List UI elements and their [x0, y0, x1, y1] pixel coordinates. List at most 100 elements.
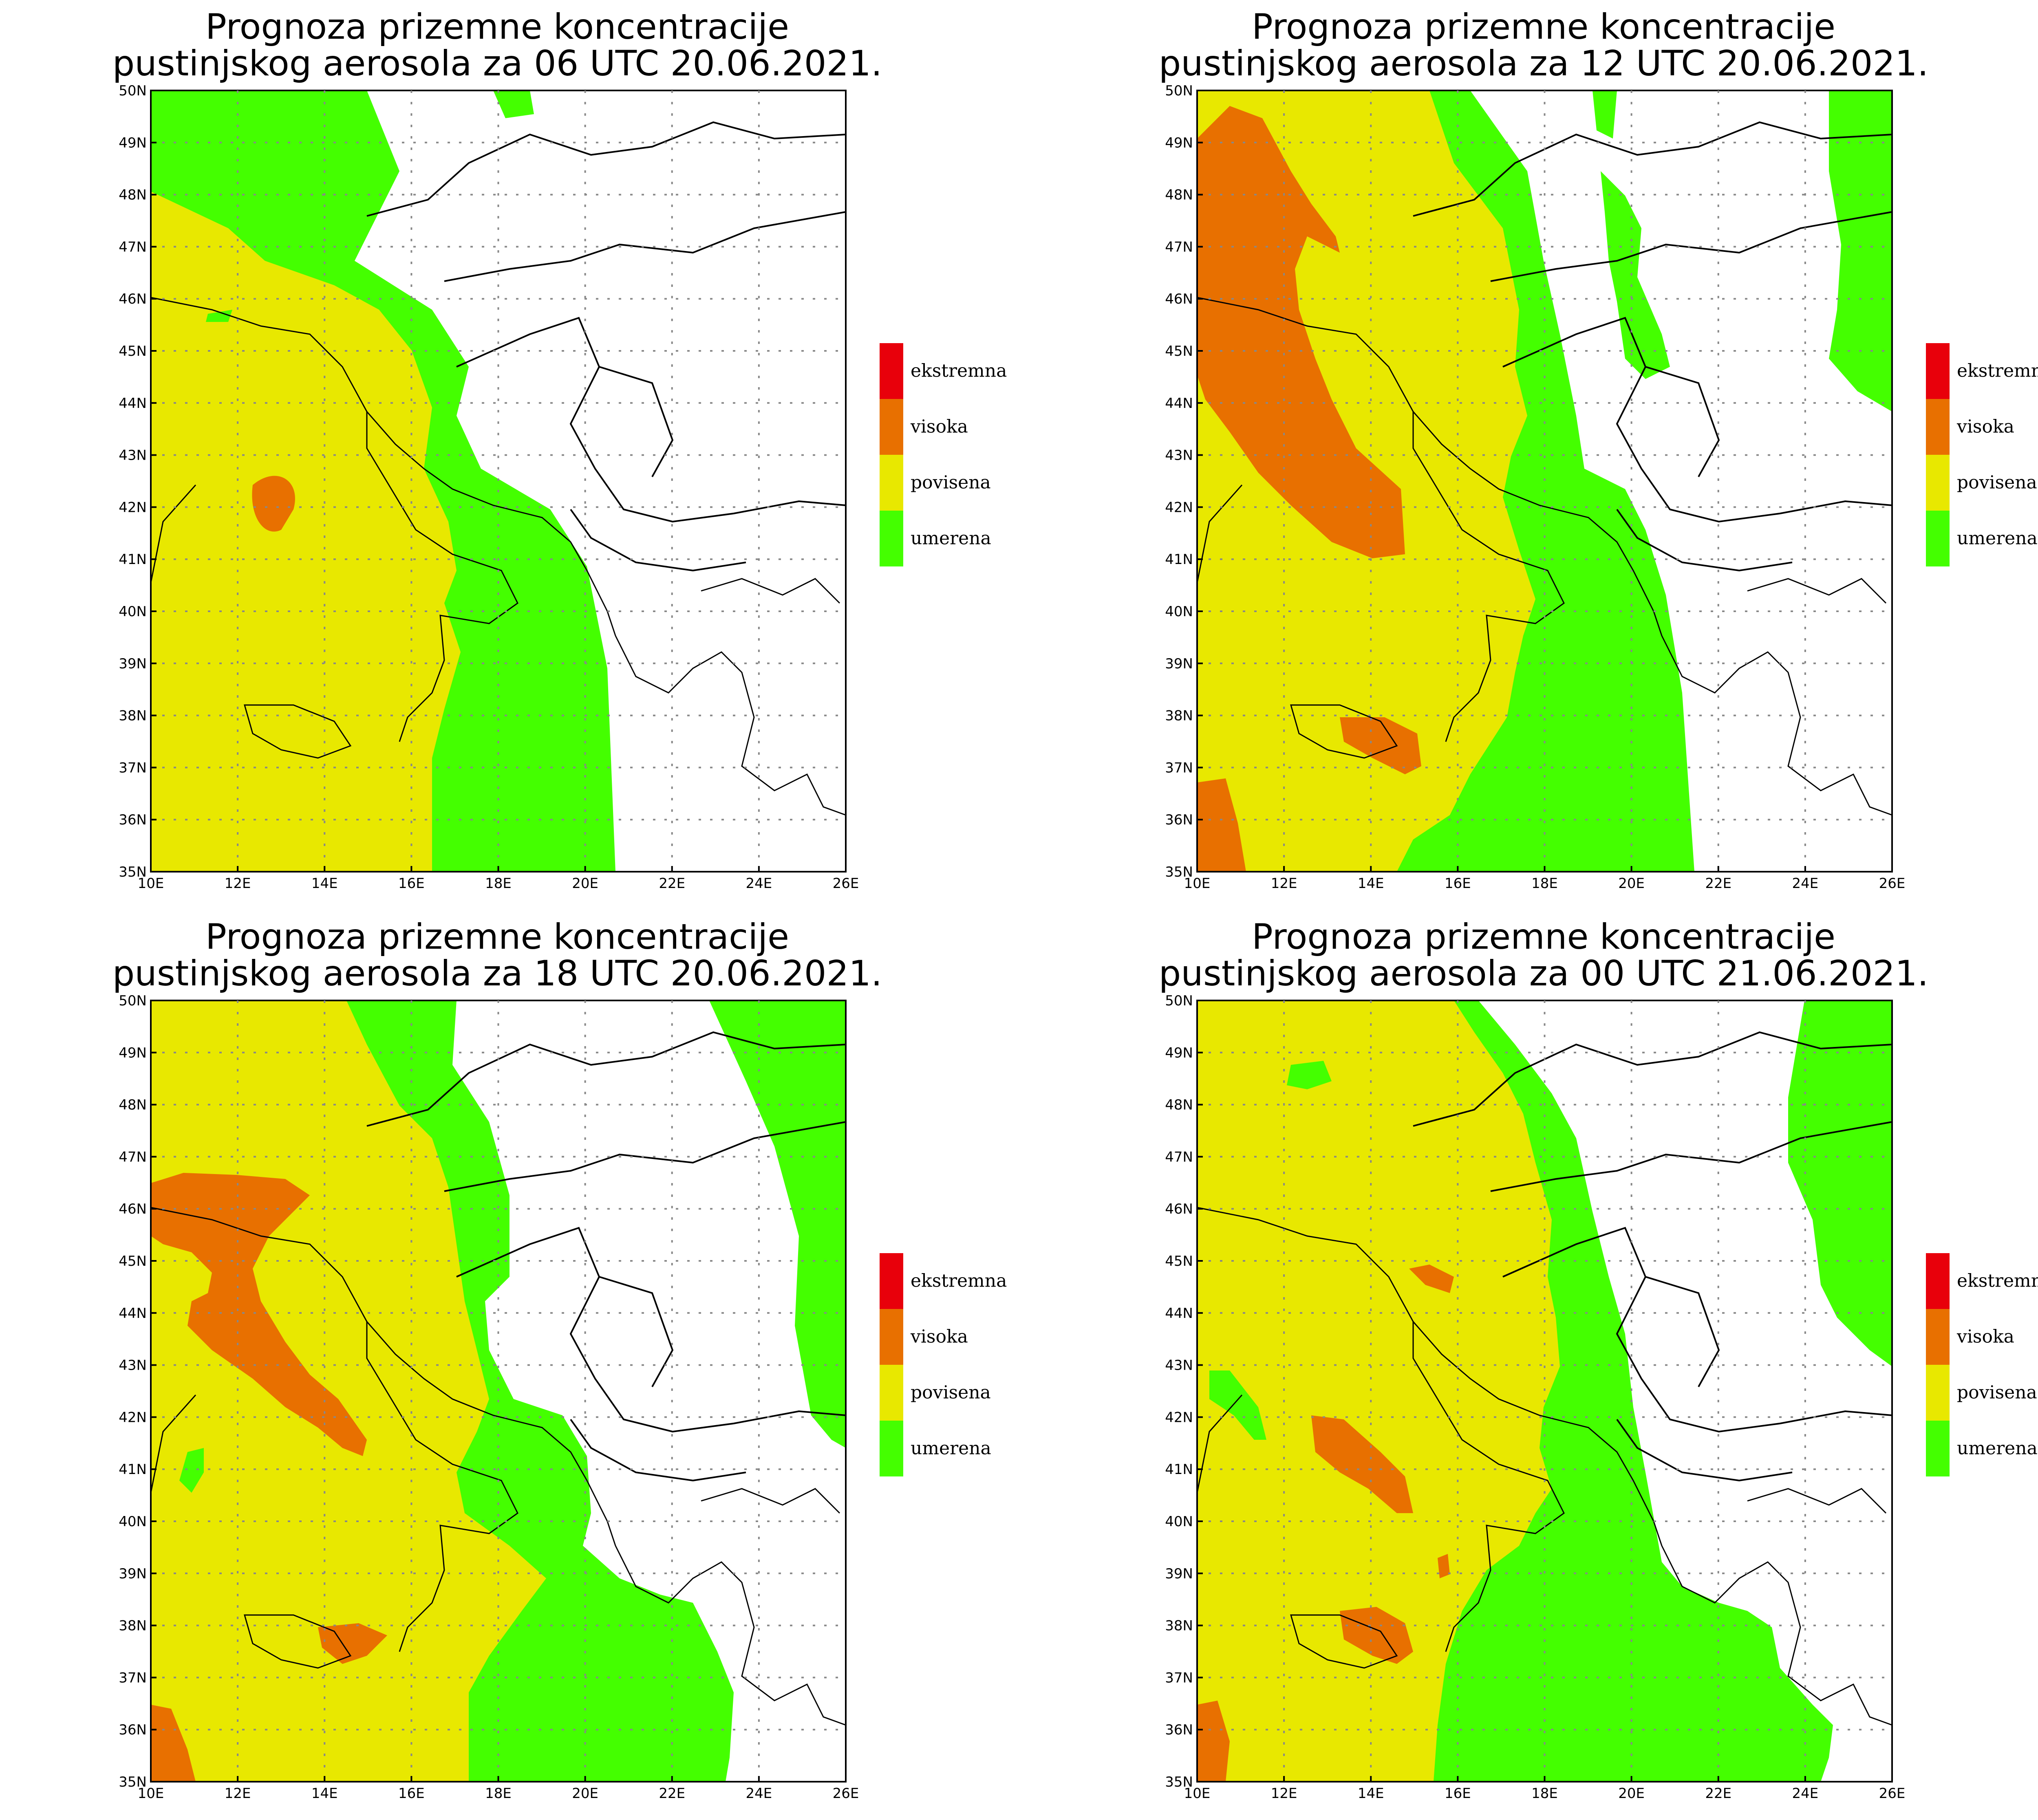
country-borders	[1196, 121, 1892, 816]
lat-tick-label: 42N	[119, 499, 147, 516]
panel-title-line2: pustinjskog aerosola za 00 UTC 21.06.202…	[1159, 953, 1929, 994]
forecast-map-panel-1: Prognoza prizemne koncentracije pustinjs…	[0, 0, 1046, 910]
legend-label-umerena: umerena	[911, 1438, 991, 1459]
lat-tick-label: 48N	[1165, 1097, 1193, 1113]
lon-tick-label: 12E	[1271, 1785, 1297, 1802]
concentration-legend: ekstremna visoka povisena umerena	[1926, 343, 2038, 566]
lon-tick-label: 20E	[1618, 875, 1645, 892]
country-borders	[1196, 1031, 1892, 1726]
legend-swatch-umerena	[880, 1421, 903, 1476]
lat-tick-label: 40N	[119, 604, 147, 620]
lon-tick-label: 14E	[311, 1785, 338, 1802]
lat-tick-label: 43N	[119, 447, 147, 464]
lat-tick-label: 42N	[119, 1409, 147, 1426]
lat-tick-label: 45N	[119, 343, 147, 359]
lon-tick-label: 14E	[1358, 875, 1384, 892]
lon-tick-label: 10E	[1184, 875, 1211, 892]
graticule	[151, 90, 846, 872]
lat-tick-label: 46N	[1165, 1201, 1193, 1217]
legend-label-visoka: visoka	[910, 1326, 968, 1347]
lon-tick-label: 24E	[1792, 875, 1819, 892]
lat-tick-label: 36N	[119, 1722, 147, 1738]
lon-tick-label: 20E	[1618, 1785, 1645, 1802]
lon-tick-label: 18E	[485, 1785, 512, 1802]
lon-tick-label: 24E	[1792, 1785, 1819, 1802]
legend-label-ekstremna: ekstremna	[1957, 1271, 2038, 1291]
lon-tick-label: 24E	[746, 1785, 772, 1802]
lon-tick-label: 12E	[225, 875, 251, 892]
legend-label-povisena: povisena	[911, 472, 991, 493]
lon-tick-label: 16E	[1445, 1785, 1471, 1802]
panel-title-line1: Prognoza prizemne koncentracije	[205, 7, 789, 47]
lon-tick-label: 22E	[659, 1785, 685, 1802]
lat-tick-label: 42N	[1165, 1409, 1193, 1426]
lat-tick-label: 37N	[1165, 1670, 1193, 1686]
panel-title-line1: Prognoza prizemne koncentracije	[1252, 7, 1835, 47]
forecast-map-panel-3: Prognoza prizemne koncentracije pustinjs…	[0, 910, 1046, 1820]
legend-swatch-povisena	[1926, 1365, 1950, 1421]
legend-label-umerena: umerena	[1957, 1438, 2038, 1459]
lat-tick-label: 35N	[1165, 864, 1193, 880]
legend-swatch-povisena	[880, 1365, 903, 1421]
forecast-map-panel-2: Prognoza prizemne koncentracije pustinjs…	[1046, 0, 2038, 910]
graticule	[1197, 90, 1892, 872]
legend-label-ekstremna: ekstremna	[911, 361, 1007, 381]
lat-tick-label: 36N	[1165, 812, 1193, 828]
legend-label-visoka: visoka	[1956, 1326, 2014, 1347]
lat-tick-label: 48N	[119, 1097, 147, 1113]
lon-tick-label: 10E	[138, 1785, 164, 1802]
legend-label-povisena: povisena	[1957, 472, 2037, 493]
lat-tick-label: 39N	[119, 1566, 147, 1582]
legend-swatch-ekstremna	[1926, 1253, 1950, 1309]
lon-tick-label: 26E	[1879, 875, 1906, 892]
lon-tick-label: 18E	[1531, 1785, 1558, 1802]
lat-tick-label: 40N	[119, 1514, 147, 1530]
lat-tick-label: 42N	[1165, 499, 1193, 516]
lat-tick-label: 43N	[1165, 447, 1193, 464]
lat-tick-label: 50N	[1165, 83, 1193, 99]
lon-tick-label: 12E	[1271, 875, 1297, 892]
country-borders	[150, 1031, 846, 1726]
legend-label-ekstremna: ekstremna	[911, 1271, 1007, 1291]
lat-tick-label: 44N	[119, 1305, 147, 1322]
lat-tick-label: 49N	[1165, 135, 1193, 151]
lat-tick-label: 35N	[119, 864, 147, 880]
lat-tick-label: 46N	[1165, 291, 1193, 307]
lon-tick-label: 22E	[1705, 1785, 1731, 1802]
lon-tick-label: 20E	[572, 1785, 598, 1802]
legend-swatch-ekstremna	[880, 1253, 903, 1309]
concentration-legend: ekstremna visoka povisena umerena	[1926, 1253, 2038, 1476]
lat-tick-label: 35N	[119, 1774, 147, 1790]
lat-tick-label: 46N	[119, 291, 147, 307]
map-svg: Prognoza prizemne koncentracije pustinjs…	[1159, 7, 2038, 892]
graticule	[151, 1000, 846, 1782]
axis-tick-labels: 50N 49N 48N 47N 46N 45N 44N 43N 42N 41N 40N 39N 38N 3…	[119, 83, 859, 892]
panel-title-line1: Prognoza prizemne koncentracije	[1252, 917, 1835, 957]
legend-swatch-visoka	[1926, 1309, 1950, 1365]
legend-label-visoka: visoka	[910, 416, 968, 437]
lat-tick-label: 45N	[119, 1253, 147, 1269]
lat-tick-label: 48N	[1165, 187, 1193, 203]
lat-tick-label: 38N	[1165, 1618, 1193, 1634]
lat-tick-label: 37N	[119, 1670, 147, 1686]
lat-tick-label: 37N	[1165, 760, 1193, 776]
panel-title-line2: pustinjskog aerosola za 12 UTC 20.06.202…	[1159, 43, 1929, 84]
lat-tick-label: 47N	[1165, 239, 1193, 255]
legend-swatch-visoka	[880, 1309, 903, 1365]
lon-tick-label: 10E	[1184, 1785, 1211, 1802]
lat-tick-label: 46N	[119, 1201, 147, 1217]
lat-tick-label: 47N	[119, 239, 147, 255]
lat-tick-label: 38N	[119, 708, 147, 724]
lat-tick-label: 50N	[1165, 993, 1193, 1009]
panel-title-line1: Prognoza prizemne koncentracije	[205, 917, 789, 957]
legend-swatch-povisena	[1926, 455, 1950, 511]
legend-swatch-umerena	[880, 511, 903, 566]
concentration-legend: ekstremna visoka povisena umerena	[880, 343, 1007, 566]
lat-tick-label: 41N	[1165, 551, 1193, 568]
legend-swatch-visoka	[1926, 399, 1950, 455]
lat-tick-label: 49N	[1165, 1045, 1193, 1061]
lon-tick-label: 14E	[1358, 1785, 1384, 1802]
lon-tick-label: 16E	[1445, 875, 1471, 892]
lat-tick-label: 40N	[1165, 1514, 1193, 1530]
lon-tick-label: 22E	[659, 875, 685, 892]
